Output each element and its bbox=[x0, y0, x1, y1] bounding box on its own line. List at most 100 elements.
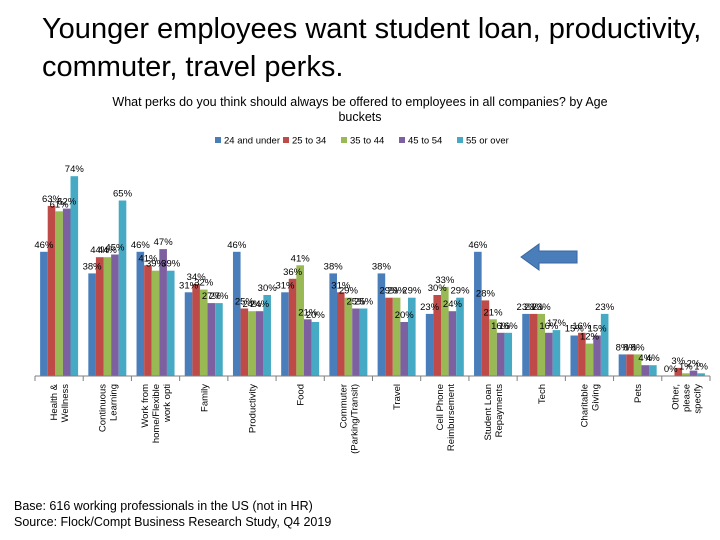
legend-label: 35 to 44 bbox=[350, 136, 384, 147]
data-label: 45% bbox=[105, 243, 125, 254]
bar bbox=[352, 308, 360, 376]
data-label: 32% bbox=[194, 278, 214, 289]
annotation-group bbox=[520, 243, 578, 271]
bar bbox=[281, 292, 289, 376]
data-label: 23% bbox=[532, 302, 552, 313]
bar bbox=[697, 373, 705, 376]
bar bbox=[641, 365, 650, 376]
bar bbox=[593, 335, 601, 376]
legend-label: 25 to 34 bbox=[292, 136, 326, 147]
bar bbox=[682, 373, 690, 376]
bar bbox=[578, 332, 586, 376]
bar bbox=[529, 313, 538, 376]
data-label: 15% bbox=[588, 324, 608, 335]
legend-swatch bbox=[341, 137, 347, 143]
category-label: Commuter(Parking/Transit) bbox=[338, 384, 360, 454]
bar bbox=[570, 335, 579, 376]
bar bbox=[385, 297, 393, 376]
chart-title: What perks do you think should always be… bbox=[112, 95, 607, 109]
data-label: 25% bbox=[354, 297, 374, 308]
bar bbox=[408, 297, 416, 376]
data-label: 1% bbox=[694, 361, 708, 372]
bars-group bbox=[40, 176, 705, 376]
category-label: Family bbox=[199, 384, 210, 412]
data-label: 27% bbox=[209, 291, 229, 302]
bar bbox=[448, 311, 457, 376]
data-label: 4% bbox=[646, 353, 660, 364]
data-label: 25% bbox=[346, 297, 366, 308]
data-label: 2% bbox=[687, 359, 701, 370]
legend-swatch bbox=[399, 137, 405, 143]
category-labels-group: Health &Wellness ContinuousLearning Work f… bbox=[49, 383, 703, 454]
data-label: 3% bbox=[671, 356, 685, 367]
bar bbox=[674, 367, 683, 376]
bar bbox=[207, 303, 216, 376]
data-label: 41% bbox=[291, 253, 311, 264]
data-label: 23% bbox=[517, 302, 537, 313]
data-label: 38% bbox=[372, 261, 392, 272]
slide-title: Younger employees want student loan, pro… bbox=[42, 13, 702, 83]
data-label: 38% bbox=[324, 261, 344, 272]
bar bbox=[425, 313, 434, 376]
data-label: 16% bbox=[491, 321, 511, 332]
bar bbox=[441, 286, 449, 376]
category-label: Pets bbox=[633, 384, 644, 403]
data-label: 31% bbox=[331, 280, 351, 291]
data-label: 12% bbox=[580, 332, 600, 343]
data-label: 21% bbox=[484, 307, 504, 318]
bar bbox=[522, 313, 530, 376]
data-label: 33% bbox=[435, 275, 455, 286]
bar bbox=[136, 251, 145, 376]
bar bbox=[400, 322, 409, 376]
bar bbox=[303, 319, 312, 376]
bar bbox=[537, 313, 546, 376]
data-label: 27% bbox=[202, 291, 222, 302]
data-label: 44% bbox=[98, 245, 118, 256]
bar bbox=[633, 354, 642, 376]
data-label: 44% bbox=[90, 245, 110, 256]
data-label: 20% bbox=[306, 310, 326, 321]
bar bbox=[184, 292, 193, 376]
bar bbox=[118, 200, 127, 376]
data-label: 38% bbox=[83, 261, 103, 272]
bar bbox=[263, 295, 271, 376]
callout-arrow bbox=[520, 243, 578, 271]
data-label: 74% bbox=[65, 164, 85, 175]
bar bbox=[311, 322, 320, 376]
legend-label: 55 or over bbox=[466, 136, 509, 147]
data-label: 29% bbox=[387, 286, 407, 297]
bar bbox=[689, 370, 698, 376]
data-label: 30% bbox=[428, 283, 448, 294]
bar bbox=[47, 205, 56, 376]
data-label: 8% bbox=[623, 342, 637, 353]
data-label: 23% bbox=[420, 302, 440, 313]
data-label: 29% bbox=[402, 286, 422, 297]
bar bbox=[240, 308, 249, 376]
bar bbox=[481, 300, 490, 376]
data-label: 8% bbox=[616, 342, 630, 353]
data-label: 29% bbox=[339, 286, 359, 297]
data-label: 21% bbox=[298, 307, 318, 318]
bar bbox=[192, 284, 200, 376]
category-label: Cell PhoneReimbursement bbox=[435, 384, 457, 451]
data-label: 36% bbox=[283, 267, 303, 278]
data-label: 25% bbox=[235, 297, 255, 308]
data-label: 41% bbox=[138, 253, 158, 264]
data-label: 4% bbox=[638, 353, 652, 364]
bar bbox=[288, 278, 297, 376]
data-label: 46% bbox=[131, 240, 151, 251]
bar bbox=[88, 273, 96, 376]
data-label: 0% bbox=[664, 364, 678, 375]
bar bbox=[474, 251, 482, 376]
category-label: Other,pleasespecify bbox=[670, 384, 703, 414]
chart-title: buckets bbox=[338, 110, 381, 124]
legend-swatch bbox=[215, 137, 221, 143]
bar bbox=[40, 251, 48, 376]
category-label: Travel bbox=[392, 384, 403, 410]
data-label: 31% bbox=[179, 280, 199, 291]
bar bbox=[456, 297, 464, 376]
bar bbox=[489, 319, 497, 376]
bar bbox=[70, 176, 79, 376]
data-label: 46% bbox=[468, 240, 488, 251]
bar bbox=[111, 254, 119, 376]
